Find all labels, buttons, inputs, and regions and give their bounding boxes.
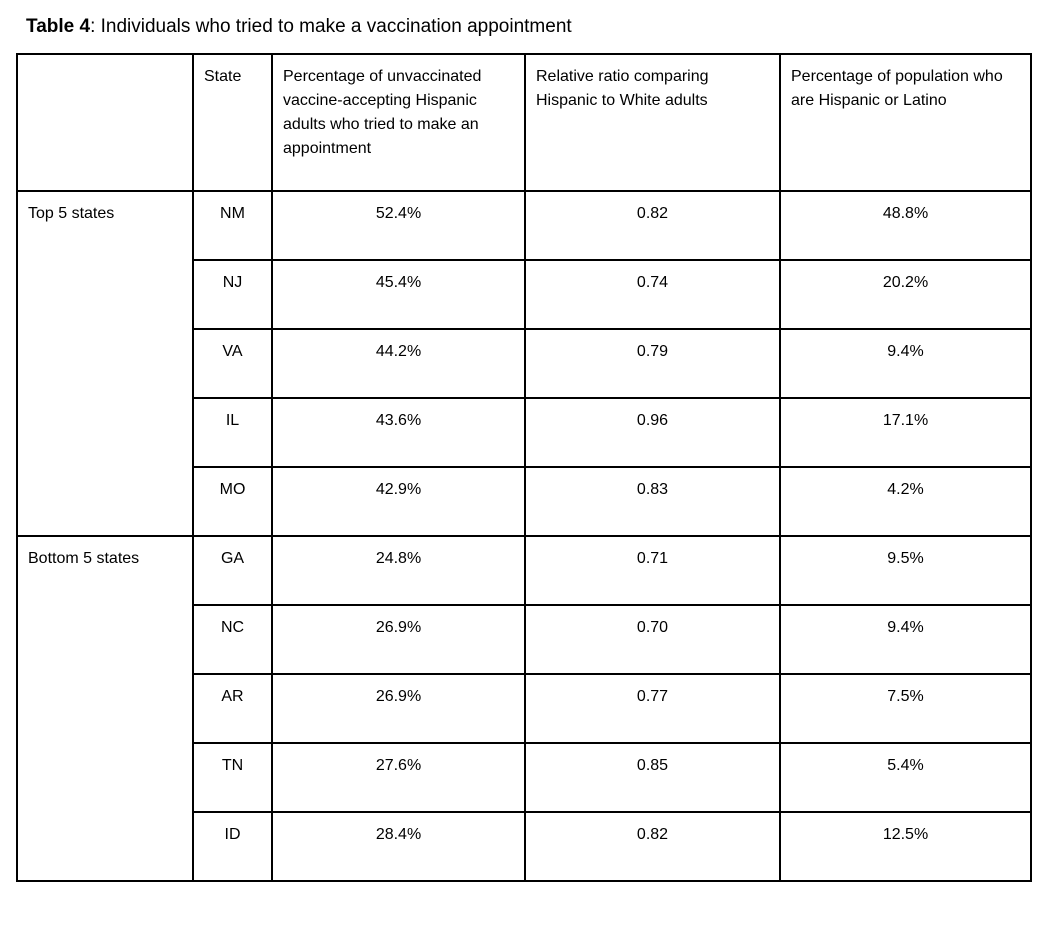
state-cell: GA bbox=[192, 535, 273, 606]
tried-percentage-cell: 26.9% bbox=[271, 604, 526, 675]
column-header-tried-percentage: Percentage of unvaccinated vaccine-accep… bbox=[271, 53, 526, 192]
relative-ratio-cell: 0.74 bbox=[524, 259, 781, 330]
population-percentage-cell: 5.4% bbox=[779, 742, 1032, 813]
relative-ratio-cell: 0.96 bbox=[524, 397, 781, 468]
tried-percentage-cell: 43.6% bbox=[271, 397, 526, 468]
header-row: State Percentage of unvaccinated vaccine… bbox=[16, 53, 1032, 192]
row-group-label-top5: Top 5 states bbox=[16, 190, 194, 537]
table-caption-label: Table 4 bbox=[26, 16, 91, 37]
vaccination-appointment-table: State Percentage of unvaccinated vaccine… bbox=[16, 53, 1032, 882]
population-percentage-cell: 48.8% bbox=[779, 190, 1032, 261]
state-cell: AR bbox=[192, 673, 273, 744]
table-row: VA 44.2% 0.79 9.4% bbox=[17, 328, 1032, 399]
table-caption: Table 4: Individuals who tried to make a… bbox=[26, 14, 1064, 40]
state-cell: MO bbox=[192, 466, 273, 537]
state-cell: IL bbox=[192, 397, 273, 468]
table-row: Top 5 states NM 52.4% 0.82 48.8% bbox=[16, 190, 1032, 537]
relative-ratio-cell: 0.83 bbox=[524, 466, 781, 537]
column-header-group bbox=[16, 53, 194, 192]
relative-ratio-cell: 0.71 bbox=[524, 535, 781, 606]
population-percentage-cell: 17.1% bbox=[779, 397, 1032, 468]
table-row: Bottom 5 states GA 24.8% 0.71 9.5% bbox=[16, 535, 1032, 882]
population-percentage-cell: 20.2% bbox=[779, 259, 1032, 330]
tried-percentage-cell: 44.2% bbox=[271, 328, 526, 399]
state-cell: ID bbox=[192, 811, 273, 882]
tried-percentage-cell: 27.6% bbox=[271, 742, 526, 813]
table-row: MO 42.9% 0.83 4.2% bbox=[17, 466, 1032, 537]
state-cell: VA bbox=[192, 328, 273, 399]
state-cell: TN bbox=[192, 742, 273, 813]
row-group-label-bottom5: Bottom 5 states bbox=[16, 535, 194, 882]
state-cell: NM bbox=[192, 190, 273, 261]
population-percentage-cell: 9.4% bbox=[779, 328, 1032, 399]
tried-percentage-cell: 28.4% bbox=[271, 811, 526, 882]
relative-ratio-cell: 0.85 bbox=[524, 742, 781, 813]
table-row: TN 27.6% 0.85 5.4% bbox=[17, 742, 1032, 813]
tried-percentage-cell: 52.4% bbox=[271, 190, 526, 261]
population-percentage-cell: 4.2% bbox=[779, 466, 1032, 537]
population-percentage-cell: 9.4% bbox=[779, 604, 1032, 675]
tried-percentage-cell: 45.4% bbox=[271, 259, 526, 330]
population-percentage-cell: 7.5% bbox=[779, 673, 1032, 744]
table-row: AR 26.9% 0.77 7.5% bbox=[17, 673, 1032, 744]
population-percentage-cell: 9.5% bbox=[779, 535, 1032, 606]
relative-ratio-cell: 0.82 bbox=[524, 811, 781, 882]
column-header-population-percentage: Percentage of population who are Hispani… bbox=[779, 53, 1032, 192]
column-header-state: State bbox=[192, 53, 273, 192]
tried-percentage-cell: 42.9% bbox=[271, 466, 526, 537]
relative-ratio-cell: 0.79 bbox=[524, 328, 781, 399]
column-header-relative-ratio: Relative ratio comparing Hispanic to Whi… bbox=[524, 53, 781, 192]
relative-ratio-cell: 0.77 bbox=[524, 673, 781, 744]
tried-percentage-cell: 26.9% bbox=[271, 673, 526, 744]
population-percentage-cell: 12.5% bbox=[779, 811, 1032, 882]
table-row: IL 43.6% 0.96 17.1% bbox=[17, 397, 1032, 468]
table-row: NC 26.9% 0.70 9.4% bbox=[17, 604, 1032, 675]
table-row: ID 28.4% 0.82 12.5% bbox=[17, 811, 1032, 882]
relative-ratio-cell: 0.70 bbox=[524, 604, 781, 675]
relative-ratio-cell: 0.82 bbox=[524, 190, 781, 261]
table-caption-text: : Individuals who tried to make a vaccin… bbox=[90, 16, 572, 37]
table-row: NJ 45.4% 0.74 20.2% bbox=[17, 259, 1032, 330]
state-cell: NJ bbox=[192, 259, 273, 330]
tried-percentage-cell: 24.8% bbox=[271, 535, 526, 606]
state-cell: NC bbox=[192, 604, 273, 675]
